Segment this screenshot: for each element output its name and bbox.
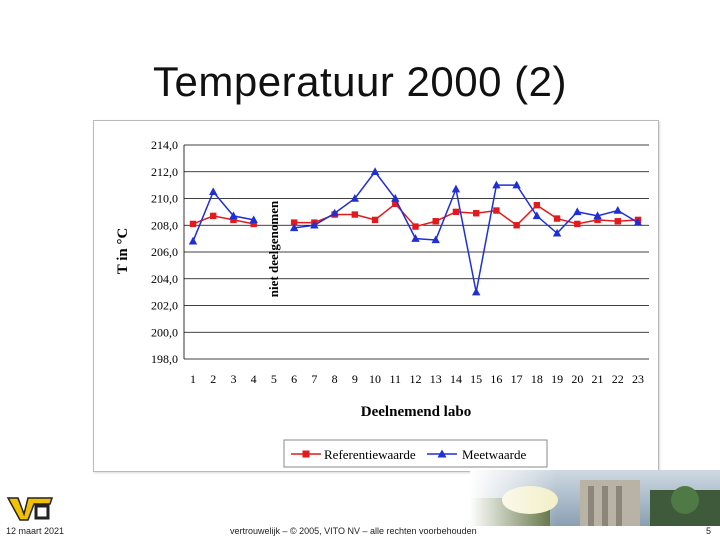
chart-frame: 198,0 200,0 202,0 204,0 206,0 208,0 210,0 212,0… [93,120,659,472]
x-tick-label: 23 [632,372,644,386]
data-point-reference [452,208,460,216]
data-point-measured [573,207,582,216]
data-point-reference [351,211,359,218]
decorative-photo-strip [470,470,720,526]
data-point-reference [574,220,581,228]
series-line-reference [294,202,639,228]
data-point-measured [492,180,501,189]
series-layer [188,167,643,296]
data-point-measured [552,228,562,237]
x-tick-label: 18 [531,372,543,386]
x-tick-label: 7 [311,372,317,386]
data-point-measured [532,211,542,220]
legend: Referentiewaarde Meetwaarde [283,439,548,468]
y-tick-label: 210,0 [151,192,178,206]
data-point-reference [189,220,197,228]
y-tick-label: 202,0 [151,299,178,313]
y-tick-label: 200,0 [151,325,178,339]
x-tick-label: 3 [230,372,236,386]
x-tick-label: 2 [210,372,216,386]
data-point-reference [371,216,379,224]
y-tick-label: 208,0 [151,218,178,232]
data-point-measured [431,235,440,244]
legend-label-measured: Meetwaarde [462,447,526,462]
x-tick-label: 6 [291,372,297,386]
x-tick-label: 13 [430,372,442,386]
temperature-chart: 198,0 200,0 202,0 204,0 206,0 208,0 210,0 212,0… [115,138,649,468]
data-point-reference [553,215,561,222]
data-point-reference [250,220,257,228]
x-tick-label: 16 [490,372,502,386]
data-point-reference [513,222,520,229]
y-tick-label: 212,0 [151,165,178,179]
data-point-measured [350,194,360,202]
data-point-measured [310,220,319,229]
x-tick-label: 9 [352,372,358,386]
x-tick-label: 17 [511,372,523,386]
vito-logo [6,497,54,521]
y-tick-label: 204,0 [151,272,178,286]
x-tick-label: 14 [450,372,462,386]
x-tick-label: 5 [271,372,277,386]
data-point-measured [451,184,461,193]
data-point-measured [330,208,339,217]
footer-copyright: vertrouwelijk – © 2005, VITO NV – alle r… [230,526,477,536]
x-tick-label: 12 [410,372,422,386]
x-axis-label: Deelnemend labo [361,404,471,420]
y-tick-label: 206,0 [151,245,178,259]
data-point-measured [512,180,521,189]
data-point-measured [411,234,420,242]
x-tick-label: 20 [571,372,583,386]
data-point-reference [290,219,298,226]
data-point-measured [289,223,299,232]
grid-layer [183,144,649,360]
legend-marker-measured [437,449,447,458]
x-tick-label: 8 [332,372,338,386]
data-point-measured [370,167,380,175]
x-tick-label: 1 [190,372,196,386]
x-tick-label: 19 [551,372,563,386]
data-point-measured [229,211,238,220]
footer-date: 12 maart 2021 [6,526,65,536]
data-point-measured [188,236,198,245]
data-point-reference [432,218,439,225]
series-line-measured [192,190,254,242]
data-point-measured [633,218,643,226]
data-point-reference [614,218,621,225]
y-axis-label: T in °C [115,228,131,275]
slide-title: Temperatuur 2000 (2) [153,58,567,105]
data-point-measured [593,211,602,220]
legend-label-reference: Referentiewaarde [324,447,416,462]
data-point-reference [594,216,601,224]
data-point-measured [613,206,622,214]
x-tick-label: 10 [369,372,381,386]
x-tick-label: 15 [470,372,482,386]
legend-marker-reference [302,450,310,458]
data-point-reference [472,210,480,217]
legend-box [283,439,548,468]
x-tick-label: 21 [592,372,604,386]
x-tick-label: 11 [389,372,401,386]
series-line-measured [294,170,639,293]
data-point-reference [230,216,237,224]
data-point-reference [493,207,500,214]
x-tick-label: 22 [612,372,624,386]
data-point-measured [209,187,218,196]
data-point-measured [471,287,481,296]
annotation-not-participated: niet deelgenomen [266,200,281,297]
data-point-reference [210,212,217,220]
page-number: 5 [706,526,712,536]
data-point-measured [391,194,400,202]
series-line-reference [192,215,254,225]
tick-layer: 198,0 200,0 202,0 204,0 206,0 208,0 210,0 212,0… [151,138,644,386]
data-point-reference [533,201,541,209]
y-tick-label: 198,0 [151,352,178,366]
data-point-measured [249,215,258,224]
y-tick-label: 214,0 [151,138,178,152]
data-point-reference [412,223,419,230]
data-point-reference [392,200,399,208]
x-tick-label: 4 [251,372,257,386]
